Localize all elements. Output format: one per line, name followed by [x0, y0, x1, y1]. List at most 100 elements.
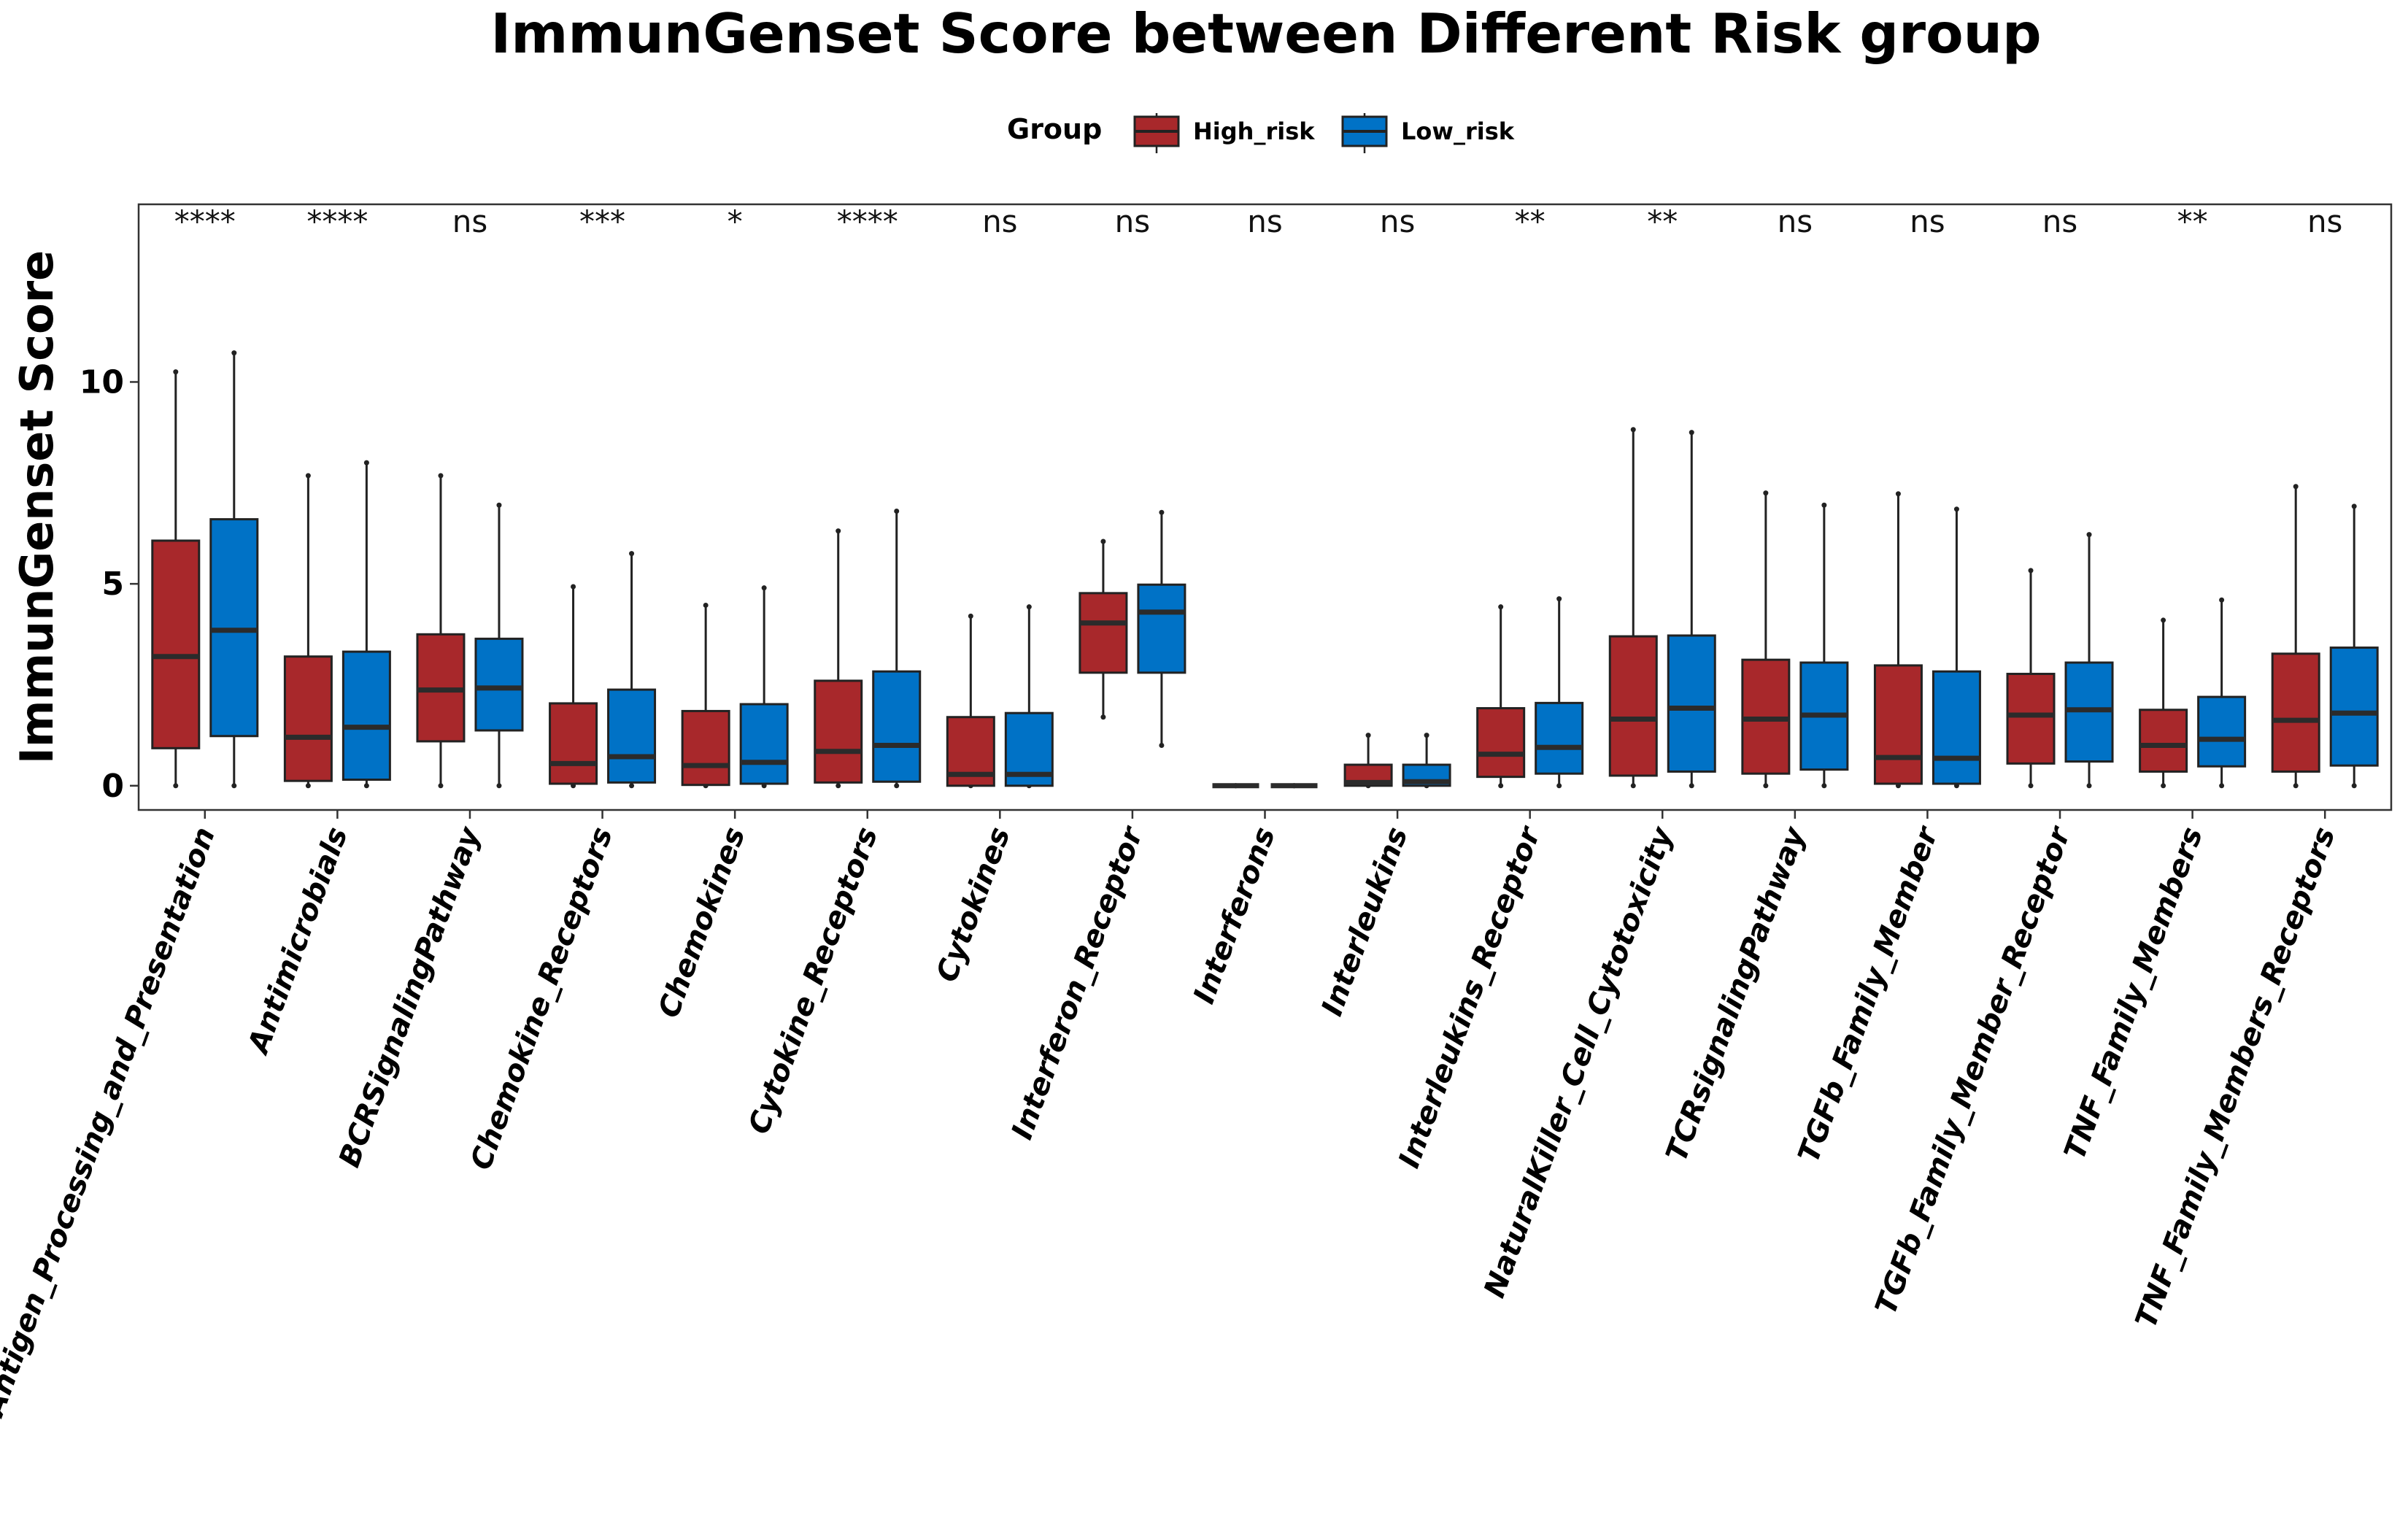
x-axis: Antigen_Processing_and_Presentation Antim… [0, 810, 2342, 1422]
whisker-cap [438, 783, 444, 789]
legend-item: Low_risk [1341, 113, 1515, 153]
significance-label: ns [1778, 204, 1813, 239]
x-tick-label: Interferon_Receptor [1006, 822, 1150, 1144]
whisker-cap [1953, 506, 1959, 512]
whisker-cap [438, 473, 444, 479]
box [1535, 701, 1584, 775]
legend: Group High_risk Low_risk [1007, 113, 1515, 153]
x-tick-label: Chemokines [652, 823, 752, 1022]
y-tick-label: 5 [101, 566, 124, 603]
box [2271, 652, 2320, 773]
box [283, 655, 333, 782]
whisker-cap [231, 783, 237, 789]
box [2197, 695, 2247, 768]
whisker-cap [1424, 733, 1429, 738]
significance-label: ** [1647, 204, 1678, 239]
significance-label: ns [1115, 204, 1151, 239]
whisker-cap [836, 528, 841, 534]
y-tick-label: 0 [101, 768, 124, 805]
whisker-cap [2351, 783, 2357, 789]
box [1476, 707, 1526, 779]
series-High_risk [151, 369, 2320, 789]
significance-label: ns [2307, 204, 2343, 239]
significance-label: ns [982, 204, 1018, 239]
box [2006, 673, 2056, 765]
x-tick-label: Cytokines [930, 823, 1017, 987]
whisker-cap [1763, 490, 1769, 496]
whisker-cap [761, 585, 767, 591]
whisker-cap [1556, 783, 1562, 789]
whisker-cap [2219, 783, 2225, 789]
whisker-cap [2161, 617, 2166, 623]
box [209, 518, 259, 738]
whisker-cap [1630, 783, 1636, 789]
significance-label: ** [1515, 204, 1545, 239]
box [814, 679, 863, 784]
y-tick-label: 10 [80, 363, 124, 401]
whisker-cap [1498, 604, 1504, 610]
whisker-cap [629, 551, 635, 557]
whisker-cap [968, 613, 973, 619]
significance-label: ns [2042, 204, 2078, 239]
significance-label: **** [837, 204, 898, 239]
legend-title: Group [1007, 113, 1102, 145]
whisker-cap [173, 369, 179, 375]
significance-label: * [728, 204, 743, 239]
box [1873, 664, 1923, 785]
whisker-cap [836, 783, 841, 789]
whisker-cap [231, 350, 237, 356]
whisker-cap [2086, 532, 2092, 538]
box [2139, 709, 2188, 773]
significance-labels: **** **** ns *** * **** ns ns ns ns ** ** ns ns ns ** ns [174, 204, 2343, 239]
whisker-cap [1689, 430, 1694, 436]
whisker-cap [1895, 491, 1901, 497]
box [1667, 634, 1716, 773]
whisker-cap [894, 783, 900, 789]
whisker-cap [2028, 568, 2034, 574]
box [151, 539, 201, 749]
whisker-cap [1026, 604, 1032, 610]
whisker-cap [363, 460, 369, 466]
x-tick-label: Interferons [1187, 823, 1282, 1008]
box-series [151, 350, 2379, 789]
box [681, 709, 730, 787]
significance-label: ns [1910, 204, 1945, 239]
box [474, 637, 524, 732]
significance-label: **** [174, 204, 236, 239]
whisker-cap [2293, 783, 2299, 789]
whisker-cap [1821, 783, 1827, 789]
whisker-cap [173, 783, 179, 789]
significance-label: ** [2177, 204, 2208, 239]
box [1137, 583, 1186, 674]
whisker-cap [629, 783, 635, 789]
significance-label: ns [452, 204, 488, 239]
whisker-cap [2161, 783, 2166, 789]
box [549, 702, 598, 785]
whisker-cap [1100, 539, 1106, 544]
box [872, 670, 922, 783]
whisker-cap [496, 783, 502, 789]
whisker-cap [1498, 783, 1504, 789]
legend-item: High_risk [1133, 113, 1315, 153]
whisker-cap [1556, 596, 1562, 602]
whisker-cap [305, 473, 311, 479]
whisker-cap [1689, 783, 1694, 789]
series-Low_risk [209, 350, 2379, 789]
legend-label: Low_risk [1401, 117, 1515, 145]
significance-label: ns [1247, 204, 1283, 239]
box [1932, 670, 1981, 785]
box [341, 650, 391, 781]
whisker-cap [2028, 783, 2034, 789]
y-axis-label: ImmunGenset Score [10, 250, 63, 764]
x-tick-label: Antimicrobials [241, 823, 355, 1060]
whisker-cap [2293, 484, 2299, 490]
whisker-cap [1159, 742, 1165, 748]
box [1608, 635, 1658, 777]
whisker-cap [305, 783, 311, 789]
x-tick-label: BCRSignalingPathway [333, 822, 487, 1172]
box [607, 688, 657, 784]
whisker-cap [1159, 509, 1165, 515]
chart-title: ImmunGenset Score between Different Risk… [490, 1, 2041, 66]
